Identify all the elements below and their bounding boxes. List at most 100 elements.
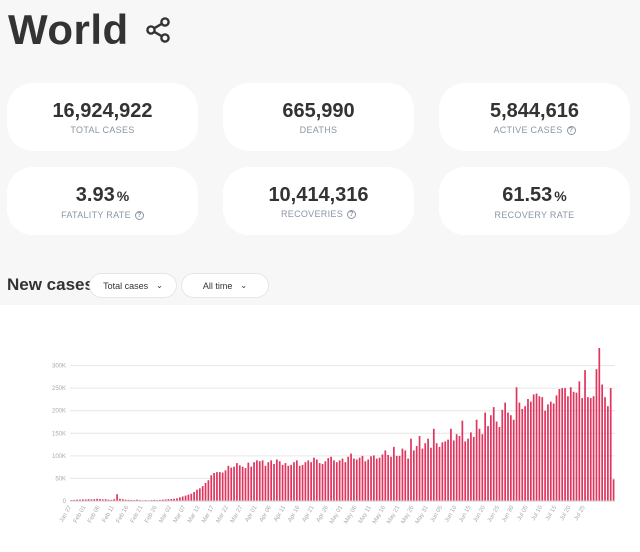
chart-bar[interactable] bbox=[253, 462, 255, 501]
chart-bar[interactable] bbox=[424, 443, 427, 501]
chart-bar[interactable] bbox=[393, 446, 395, 501]
chart-bar[interactable] bbox=[350, 453, 352, 501]
chart-bar[interactable] bbox=[216, 472, 218, 501]
chart-bar[interactable] bbox=[201, 486, 204, 501]
chart-bar[interactable] bbox=[549, 401, 552, 501]
chart-bar[interactable] bbox=[227, 465, 230, 501]
chart-bar[interactable] bbox=[547, 404, 549, 501]
chart-bar[interactable] bbox=[179, 497, 181, 501]
chart-bar[interactable] bbox=[84, 499, 87, 501]
chart-bar[interactable] bbox=[153, 499, 156, 501]
chart-bar[interactable] bbox=[310, 462, 312, 501]
chart-bar[interactable] bbox=[504, 402, 506, 501]
chart-bar[interactable] bbox=[461, 420, 464, 501]
chart-bar[interactable] bbox=[572, 391, 575, 501]
help-icon[interactable]: ? bbox=[347, 209, 356, 219]
chart-bar[interactable] bbox=[218, 472, 221, 501]
chart-bar[interactable] bbox=[421, 448, 424, 501]
chart-bar[interactable] bbox=[210, 475, 213, 501]
metric-select[interactable]: Total cases ⌄ bbox=[90, 274, 176, 297]
chart-bar[interactable] bbox=[318, 463, 321, 501]
chart-bar[interactable] bbox=[173, 498, 175, 501]
chart-bar[interactable] bbox=[347, 456, 350, 501]
chart-bar[interactable] bbox=[96, 498, 98, 501]
chart-bar[interactable] bbox=[113, 499, 116, 501]
chart-bar[interactable] bbox=[181, 496, 184, 501]
chart-bar[interactable] bbox=[338, 460, 341, 501]
chart-bar[interactable] bbox=[324, 461, 327, 501]
chart-bar[interactable] bbox=[293, 462, 295, 501]
chart-bar[interactable] bbox=[441, 442, 444, 501]
chart-bar[interactable] bbox=[430, 447, 432, 501]
chart-bar[interactable] bbox=[387, 454, 390, 501]
chart-bar[interactable] bbox=[284, 463, 287, 501]
chart-bar[interactable] bbox=[552, 403, 555, 501]
chart-bar[interactable] bbox=[315, 459, 318, 501]
chart-bar[interactable] bbox=[501, 409, 504, 501]
chart-bar[interactable] bbox=[304, 462, 307, 501]
chart-bar[interactable] bbox=[587, 397, 589, 501]
chart-bar[interactable] bbox=[532, 394, 535, 501]
chart-bar[interactable] bbox=[444, 441, 447, 501]
chart-bar[interactable] bbox=[487, 426, 489, 501]
chart-bar[interactable] bbox=[341, 458, 344, 501]
help-icon[interactable]: ? bbox=[134, 210, 144, 220]
chart-bar[interactable] bbox=[79, 499, 81, 501]
chart-bar[interactable] bbox=[529, 401, 532, 501]
chart-bar[interactable] bbox=[427, 438, 429, 501]
chart-bar[interactable] bbox=[321, 463, 324, 501]
chart-bar[interactable] bbox=[167, 499, 170, 501]
chart-bar[interactable] bbox=[295, 460, 298, 501]
chart-bar[interactable] bbox=[344, 462, 347, 501]
chart-bar[interactable] bbox=[495, 421, 498, 501]
chart-bar[interactable] bbox=[333, 460, 335, 501]
chart-bar[interactable] bbox=[390, 456, 392, 501]
chart-bar[interactable] bbox=[307, 460, 310, 501]
chart-bar[interactable] bbox=[230, 467, 233, 501]
chart-bar[interactable] bbox=[415, 445, 418, 501]
chart-bar[interactable] bbox=[535, 393, 538, 501]
chart-bar[interactable] bbox=[161, 499, 164, 501]
chart-bar[interactable] bbox=[452, 440, 455, 501]
chart-bar[interactable] bbox=[512, 419, 515, 501]
chart-bar[interactable] bbox=[250, 466, 253, 501]
chart-bar[interactable] bbox=[278, 461, 281, 501]
chart-bar[interactable] bbox=[370, 456, 372, 501]
chart-bar[interactable] bbox=[159, 499, 161, 501]
chart-bar[interactable] bbox=[116, 494, 118, 501]
chart-bar[interactable] bbox=[170, 498, 173, 501]
chart-bar[interactable] bbox=[90, 499, 93, 501]
chart-bar[interactable] bbox=[330, 456, 332, 501]
chart-bar[interactable] bbox=[410, 438, 412, 501]
chart-bar[interactable] bbox=[373, 455, 375, 501]
chart-bar[interactable] bbox=[361, 455, 364, 501]
chart-bar[interactable] bbox=[236, 463, 238, 501]
chart-bar[interactable] bbox=[607, 406, 609, 501]
chart-bar[interactable] bbox=[584, 370, 586, 501]
chart-bar[interactable] bbox=[287, 465, 290, 501]
chart-bar[interactable] bbox=[604, 397, 606, 501]
chart-bar[interactable] bbox=[358, 457, 361, 501]
chart-bar[interactable] bbox=[601, 384, 604, 501]
chart-bar[interactable] bbox=[247, 462, 250, 501]
chart-bar[interactable] bbox=[121, 499, 124, 501]
chart-bar[interactable] bbox=[492, 407, 495, 501]
chart-bar[interactable] bbox=[455, 434, 458, 501]
chart-bar[interactable] bbox=[544, 410, 546, 501]
chart-bar[interactable] bbox=[101, 499, 104, 501]
chart-bar[interactable] bbox=[130, 499, 133, 501]
chart-bar[interactable] bbox=[507, 412, 509, 501]
chart-bar[interactable] bbox=[76, 499, 78, 501]
chart-bar[interactable] bbox=[524, 406, 526, 501]
chart-bar[interactable] bbox=[595, 369, 598, 501]
chart-bar[interactable] bbox=[187, 494, 190, 501]
chart-bar[interactable] bbox=[355, 459, 358, 501]
chart-bar[interactable] bbox=[438, 446, 441, 501]
chart-bar[interactable] bbox=[301, 464, 304, 501]
chart-bar[interactable] bbox=[484, 412, 487, 501]
chart-bar[interactable] bbox=[569, 387, 572, 501]
chart-bar[interactable] bbox=[612, 479, 615, 501]
chart-bar[interactable] bbox=[378, 457, 381, 501]
chart-bar[interactable] bbox=[375, 458, 378, 501]
chart-bar[interactable] bbox=[450, 428, 452, 501]
